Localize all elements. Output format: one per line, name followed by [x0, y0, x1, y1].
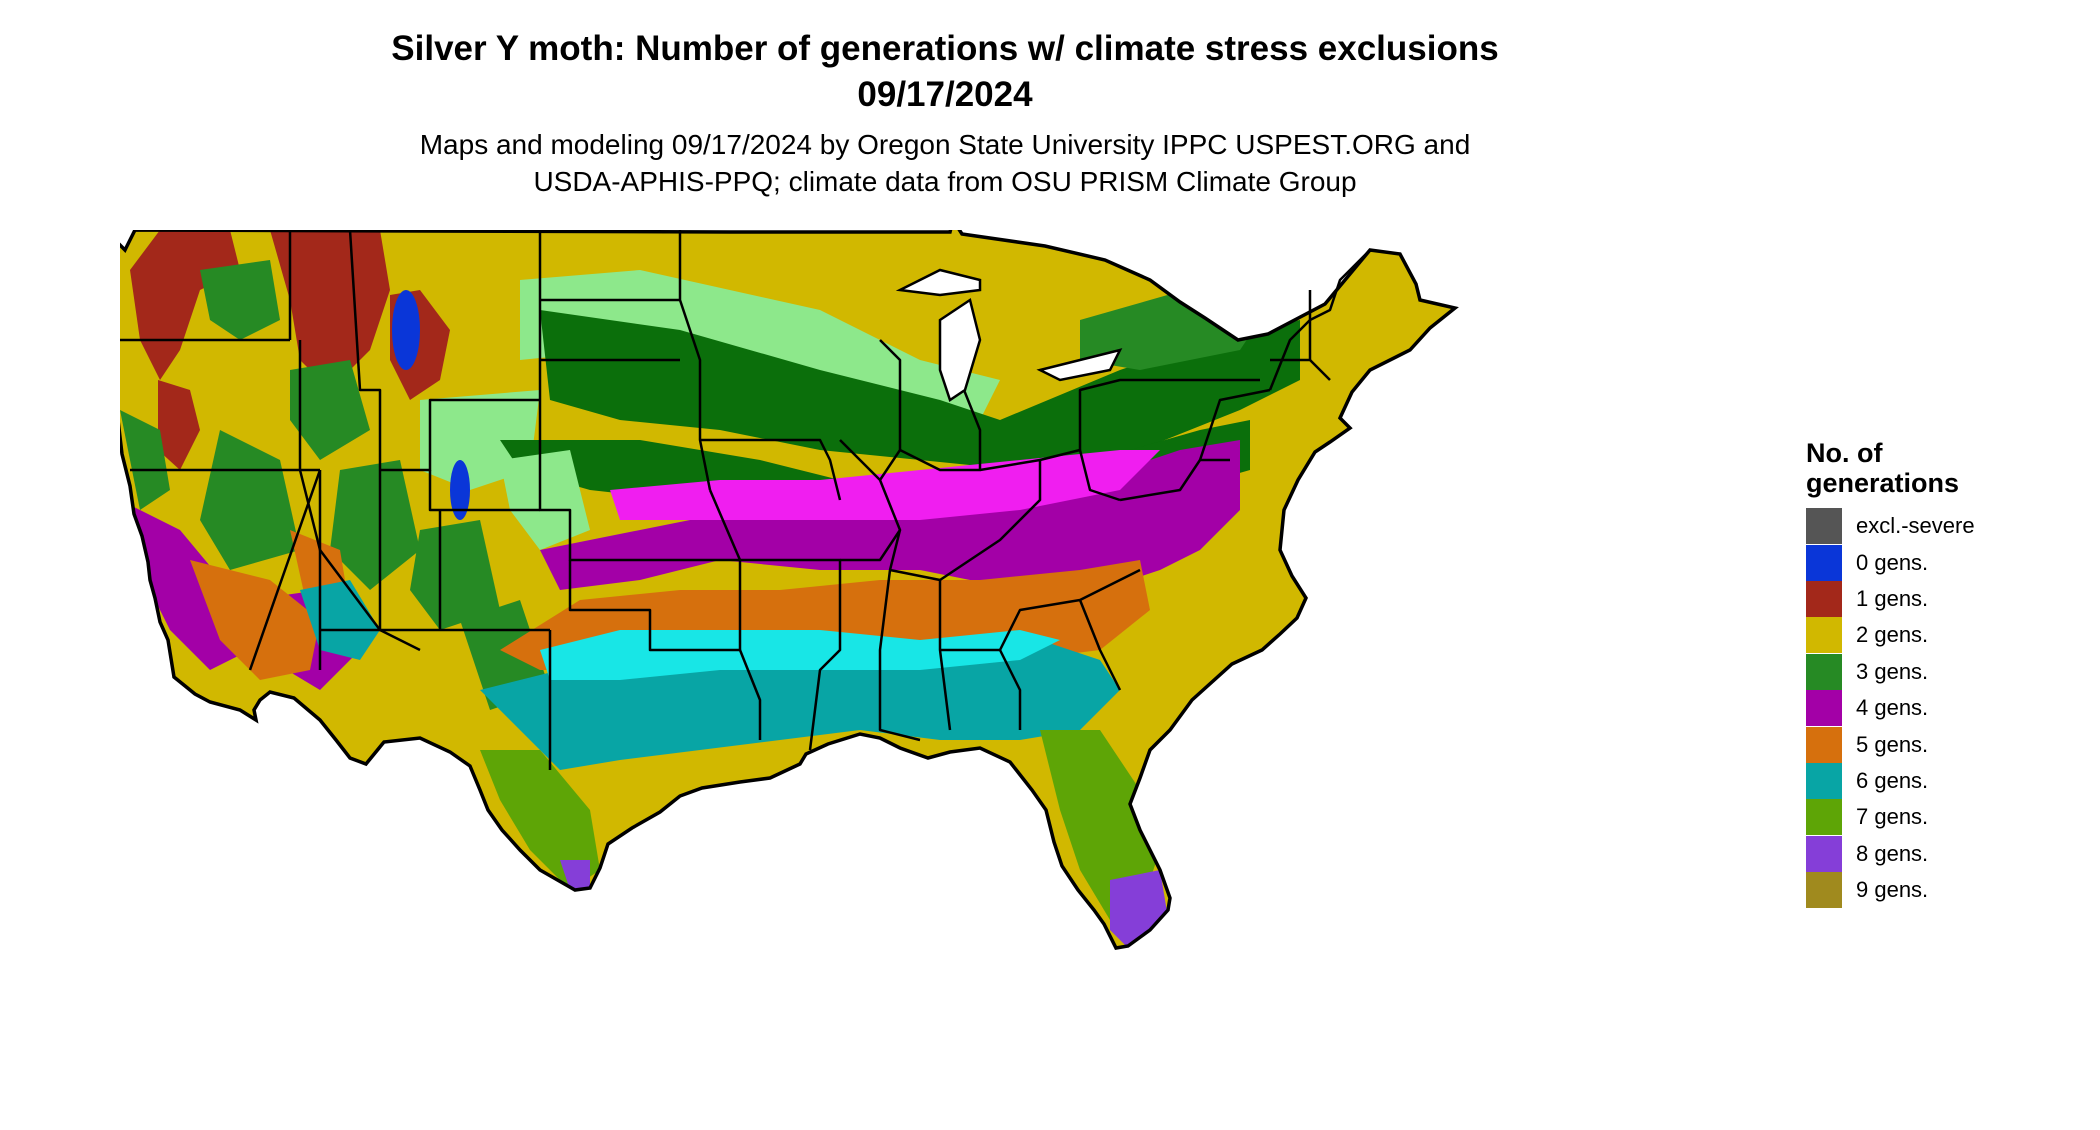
legend-title: No. of generations: [1806, 438, 1975, 498]
map-title-line1: Silver Y moth: Number of generations w/ …: [391, 29, 1499, 68]
legend-item: 2 gens.: [1806, 617, 1975, 654]
legend-swatch: [1806, 508, 1842, 545]
map-subtitle: Maps and modeling 09/17/2024 by Oregon S…: [0, 126, 1890, 200]
lake-erie: [1036, 348, 1123, 382]
legend-swatch: [1806, 580, 1842, 617]
legend-label: 2 gens.: [1856, 622, 1929, 648]
state-borders: [120, 230, 1371, 770]
legend-item: 1 gens.: [1806, 580, 1975, 617]
legend-item: 0 gens.: [1806, 544, 1975, 581]
map-title-date: 09/17/2024: [857, 75, 1033, 114]
legend-swatch: [1806, 544, 1842, 581]
legend-item: excl.-severe: [1806, 508, 1975, 545]
legend-swatch: [1806, 617, 1842, 654]
legend-swatch: [1806, 726, 1842, 763]
legend-item: 4 gens.: [1806, 690, 1975, 727]
legend: No. of generations excl.-severe 0 gens. 1 …: [1806, 438, 1975, 909]
legend-label: 7 gens.: [1856, 804, 1929, 830]
lake-superior: [895, 268, 982, 297]
legend-item: 6 gens.: [1806, 762, 1975, 799]
legend-item: 5 gens.: [1806, 726, 1975, 763]
legend-label: 0 gens.: [1856, 549, 1929, 575]
legend-label: 6 gens.: [1856, 767, 1929, 793]
legend-label: 9 gens.: [1856, 877, 1929, 903]
legend-swatch: [1806, 835, 1842, 872]
us-generations-map: [120, 230, 1457, 950]
great-lakes: [895, 268, 1123, 402]
legend-swatch: [1806, 762, 1842, 799]
legend-swatch: [1806, 799, 1842, 836]
legend-title-line2: generations: [1806, 468, 1960, 498]
legend-label: 1 gens.: [1856, 585, 1929, 611]
legend-swatch: [1806, 653, 1842, 690]
map-title: Silver Y moth: Number of generations w/ …: [0, 26, 1890, 118]
legend-label: 4 gens.: [1856, 695, 1929, 721]
map-subtitle-line2: USDA-APHIS-PPQ; climate data from OSU PR…: [533, 166, 1357, 197]
legend-swatch: [1806, 690, 1842, 727]
legend-label: 8 gens.: [1856, 840, 1929, 866]
legend-label: 3 gens.: [1856, 658, 1929, 684]
generation-zones: [120, 230, 1455, 948]
legend-label: 5 gens.: [1856, 731, 1929, 757]
legend-title-line1: No. of: [1806, 438, 1883, 468]
legend-item: 7 gens.: [1806, 799, 1975, 836]
legend-rows: excl.-severe 0 gens. 1 gens. 2 gens. 3 gens.…: [1806, 508, 1975, 909]
map-subtitle-line1: Maps and modeling 09/17/2024 by Oregon S…: [419, 129, 1471, 160]
legend-item: 3 gens.: [1806, 653, 1975, 690]
legend-label: excl.-severe: [1856, 513, 1975, 539]
legend-swatch: [1806, 872, 1842, 909]
legend-item: 8 gens.: [1806, 835, 1975, 872]
legend-item: 9 gens.: [1806, 872, 1975, 909]
lake-michigan: [938, 297, 982, 402]
